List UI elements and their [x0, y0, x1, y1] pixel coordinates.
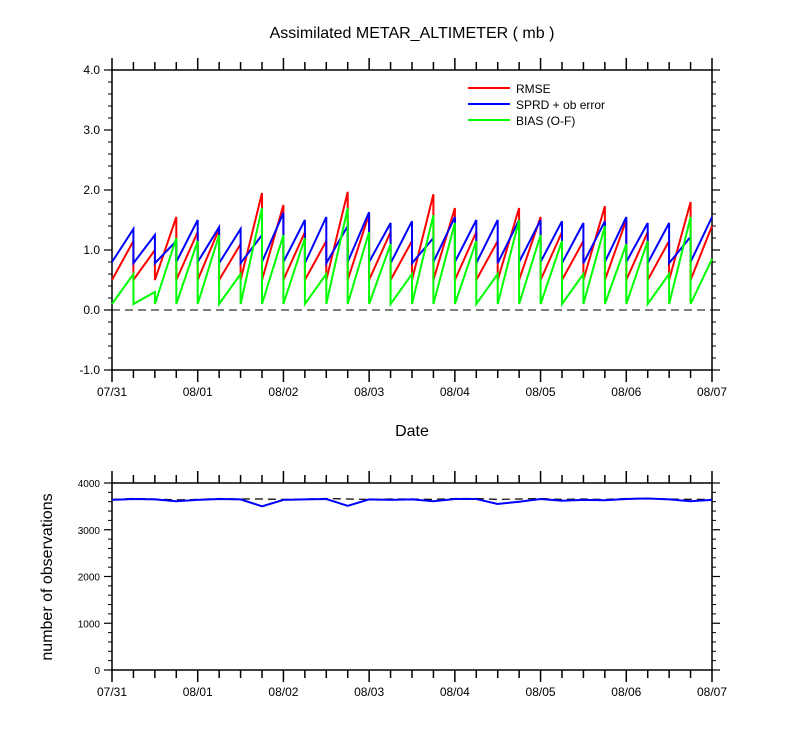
y-tick-label: 4.0 — [83, 63, 100, 77]
bottom-panel: 07/31 08/01 08/02 08/03 08/04 08/05 08/06 08/07… — [78, 471, 727, 699]
x-tick-label: 08/06 — [611, 385, 641, 399]
legend-label: BIAS (O-F) — [516, 114, 575, 128]
top-panel: 07/31 08/01 08/02 08/03 08/04 08/05 08/06 08/07… — [79, 58, 727, 399]
y-tick-label: 2000 — [78, 573, 101, 584]
x-axis-title: Date — [395, 423, 429, 440]
x-tick-label: 08/06 — [611, 685, 641, 699]
x-tick-label: 08/02 — [268, 685, 298, 699]
x-tick-label: 08/02 — [268, 385, 298, 399]
x-tick-label: 08/03 — [354, 385, 384, 399]
series-line-solid — [111, 497, 713, 508]
y-tick-label: 0 — [94, 666, 100, 677]
x-tick-label: 08/07 — [697, 385, 727, 399]
x-tick-label: 08/01 — [183, 685, 213, 699]
y-tick-label: 3.0 — [83, 123, 100, 137]
y-tick-label: 0.0 — [83, 303, 100, 317]
series-line-bias-o-f — [111, 207, 713, 308]
y-tick-label: 3000 — [78, 526, 101, 537]
y-tick-label: 2.0 — [83, 183, 100, 197]
x-tick-label: 08/05 — [526, 685, 556, 699]
y-tick-label: 1000 — [78, 619, 101, 630]
y-tick-label: 1.0 — [83, 243, 100, 257]
legend-label: RMSE — [516, 82, 551, 96]
y-axis-title: number of observations — [39, 493, 56, 660]
x-tick-label: 07/31 — [97, 685, 127, 699]
x-tick-label: 07/31 — [97, 385, 127, 399]
chart-title: Assimilated METAR_ALTIMETER ( mb ) — [270, 25, 555, 42]
y-tick-label: 4000 — [78, 479, 101, 490]
x-tick-label: 08/05 — [526, 385, 556, 399]
x-tick-label: 08/03 — [354, 685, 384, 699]
plot-frame — [111, 69, 713, 371]
plot-frame — [111, 482, 713, 671]
y-tick-label: -1.0 — [79, 363, 100, 377]
x-tick-label: 08/04 — [440, 685, 470, 699]
x-tick-label: 08/04 — [440, 385, 470, 399]
x-tick-label: 08/01 — [183, 385, 213, 399]
x-tick-label: 08/07 — [697, 685, 727, 699]
legend-label: SPRD + ob error — [516, 98, 605, 112]
